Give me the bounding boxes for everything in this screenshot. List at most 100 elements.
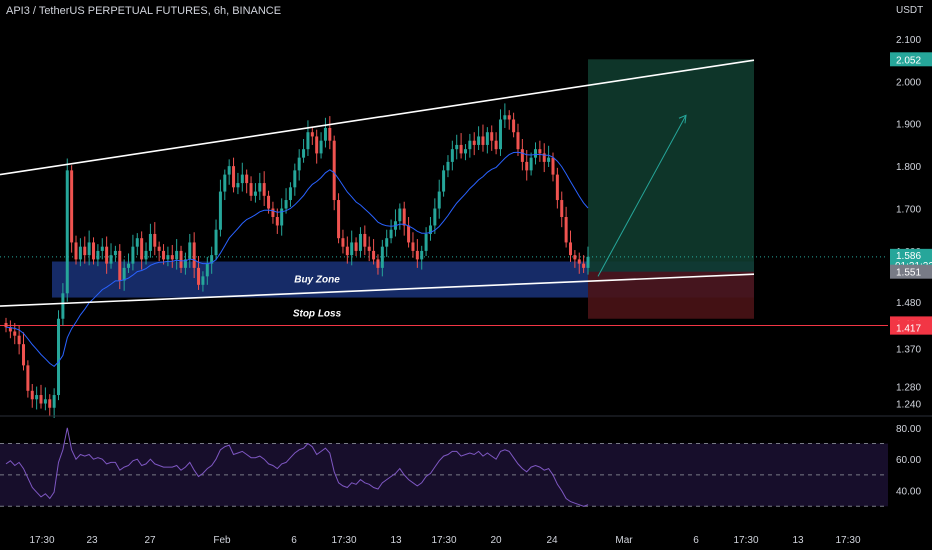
- candle[interactable]: [468, 140, 472, 150]
- candle[interactable]: [376, 259, 380, 268]
- candle[interactable]: [249, 183, 253, 196]
- candle[interactable]: [245, 174, 249, 184]
- candle[interactable]: [310, 132, 314, 137]
- candle[interactable]: [389, 229, 393, 239]
- candle[interactable]: [341, 238, 345, 247]
- candle[interactable]: [358, 233, 362, 251]
- candle[interactable]: [83, 246, 87, 256]
- candle[interactable]: [39, 395, 43, 404]
- candle[interactable]: [297, 157, 301, 171]
- candle[interactable]: [131, 246, 135, 264]
- channel-lower-line[interactable]: [0, 273, 755, 307]
- candle[interactable]: [65, 170, 69, 294]
- candle[interactable]: [398, 208, 402, 222]
- candle[interactable]: [328, 127, 332, 141]
- candle[interactable]: [415, 250, 419, 260]
- candle[interactable]: [92, 242, 96, 260]
- candle[interactable]: [568, 242, 572, 256]
- candle[interactable]: [420, 250, 424, 260]
- candle[interactable]: [140, 238, 144, 260]
- candle[interactable]: [253, 191, 257, 196]
- candle[interactable]: [372, 250, 376, 260]
- candle[interactable]: [144, 250, 148, 260]
- candle[interactable]: [284, 200, 288, 209]
- candle[interactable]: [586, 256, 590, 268]
- candle[interactable]: [192, 242, 196, 268]
- candle[interactable]: [542, 153, 546, 162]
- candle[interactable]: [477, 136, 481, 145]
- candle[interactable]: [35, 395, 39, 400]
- candle[interactable]: [498, 119, 502, 150]
- candle[interactable]: [503, 115, 507, 120]
- candle[interactable]: [100, 246, 104, 251]
- candle[interactable]: [494, 140, 498, 150]
- candle[interactable]: [337, 200, 341, 239]
- candle[interactable]: [315, 136, 319, 154]
- candle[interactable]: [96, 250, 100, 260]
- candle[interactable]: [170, 255, 174, 260]
- candle[interactable]: [179, 250, 183, 268]
- candle[interactable]: [61, 293, 65, 319]
- candle[interactable]: [293, 170, 297, 188]
- candle[interactable]: [4, 322, 8, 328]
- candle[interactable]: [367, 246, 371, 251]
- candle[interactable]: [48, 399, 52, 408]
- candle[interactable]: [153, 233, 157, 247]
- moving-average-line[interactable]: [5, 151, 589, 368]
- candle[interactable]: [30, 390, 34, 400]
- candle[interactable]: [201, 276, 205, 285]
- candle[interactable]: [26, 365, 30, 391]
- candle[interactable]: [520, 149, 524, 162]
- candle[interactable]: [402, 208, 406, 226]
- candle[interactable]: [319, 140, 323, 154]
- candle[interactable]: [442, 170, 446, 192]
- candle[interactable]: [450, 149, 454, 162]
- candle[interactable]: [78, 246, 82, 260]
- candle[interactable]: [463, 149, 467, 154]
- candle[interactable]: [555, 174, 559, 201]
- candle[interactable]: [564, 217, 568, 243]
- candle[interactable]: [481, 136, 485, 145]
- candle[interactable]: [188, 242, 192, 260]
- candle[interactable]: [306, 132, 310, 150]
- candle[interactable]: [411, 242, 415, 251]
- candle[interactable]: [350, 242, 354, 256]
- candle[interactable]: [113, 250, 117, 256]
- candle[interactable]: [288, 187, 292, 201]
- candle[interactable]: [446, 161, 450, 171]
- candle[interactable]: [8, 327, 12, 332]
- candle[interactable]: [547, 157, 551, 162]
- candle[interactable]: [240, 174, 244, 184]
- candle[interactable]: [560, 200, 564, 217]
- candle[interactable]: [197, 267, 201, 285]
- candle[interactable]: [275, 217, 279, 226]
- candle[interactable]: [183, 259, 187, 268]
- candle[interactable]: [302, 149, 306, 158]
- candle[interactable]: [437, 191, 441, 209]
- candle[interactable]: [22, 344, 26, 366]
- channel-upper-line[interactable]: [0, 59, 755, 176]
- candle[interactable]: [52, 395, 56, 408]
- candle[interactable]: [407, 225, 411, 243]
- candle[interactable]: [354, 242, 358, 251]
- candle[interactable]: [345, 246, 349, 256]
- candle[interactable]: [267, 195, 271, 209]
- rsi-line[interactable]: [5, 427, 589, 507]
- candle[interactable]: [428, 225, 432, 234]
- candle[interactable]: [459, 144, 463, 154]
- candle[interactable]: [218, 191, 222, 230]
- candle[interactable]: [232, 166, 236, 188]
- candle[interactable]: [507, 115, 511, 120]
- candle[interactable]: [214, 229, 218, 256]
- candle[interactable]: [533, 149, 537, 158]
- candle[interactable]: [227, 166, 231, 175]
- candle[interactable]: [105, 246, 109, 264]
- candle[interactable]: [175, 250, 179, 260]
- candle[interactable]: [127, 263, 131, 268]
- candle[interactable]: [162, 250, 166, 260]
- candle[interactable]: [223, 174, 227, 192]
- candle[interactable]: [485, 132, 489, 145]
- candle[interactable]: [262, 183, 266, 196]
- candle[interactable]: [363, 233, 367, 247]
- candle[interactable]: [332, 140, 336, 201]
